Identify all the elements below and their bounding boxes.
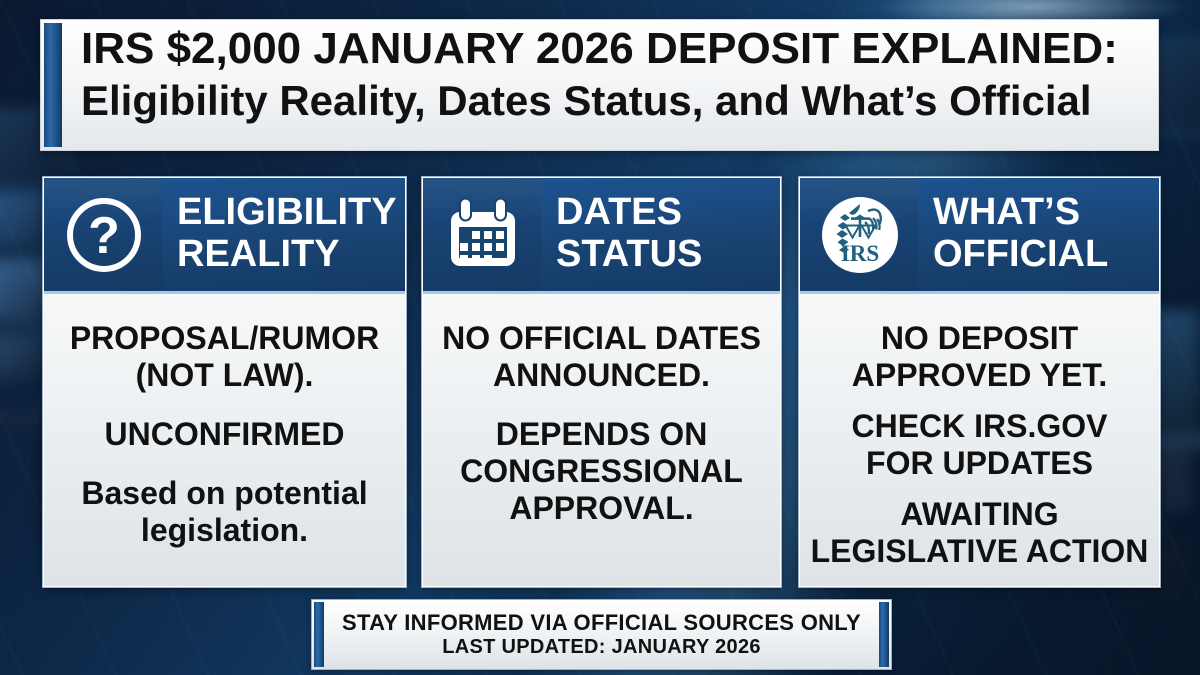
- svg-text:?: ?: [88, 207, 120, 265]
- svg-text:IRS: IRS: [841, 241, 879, 266]
